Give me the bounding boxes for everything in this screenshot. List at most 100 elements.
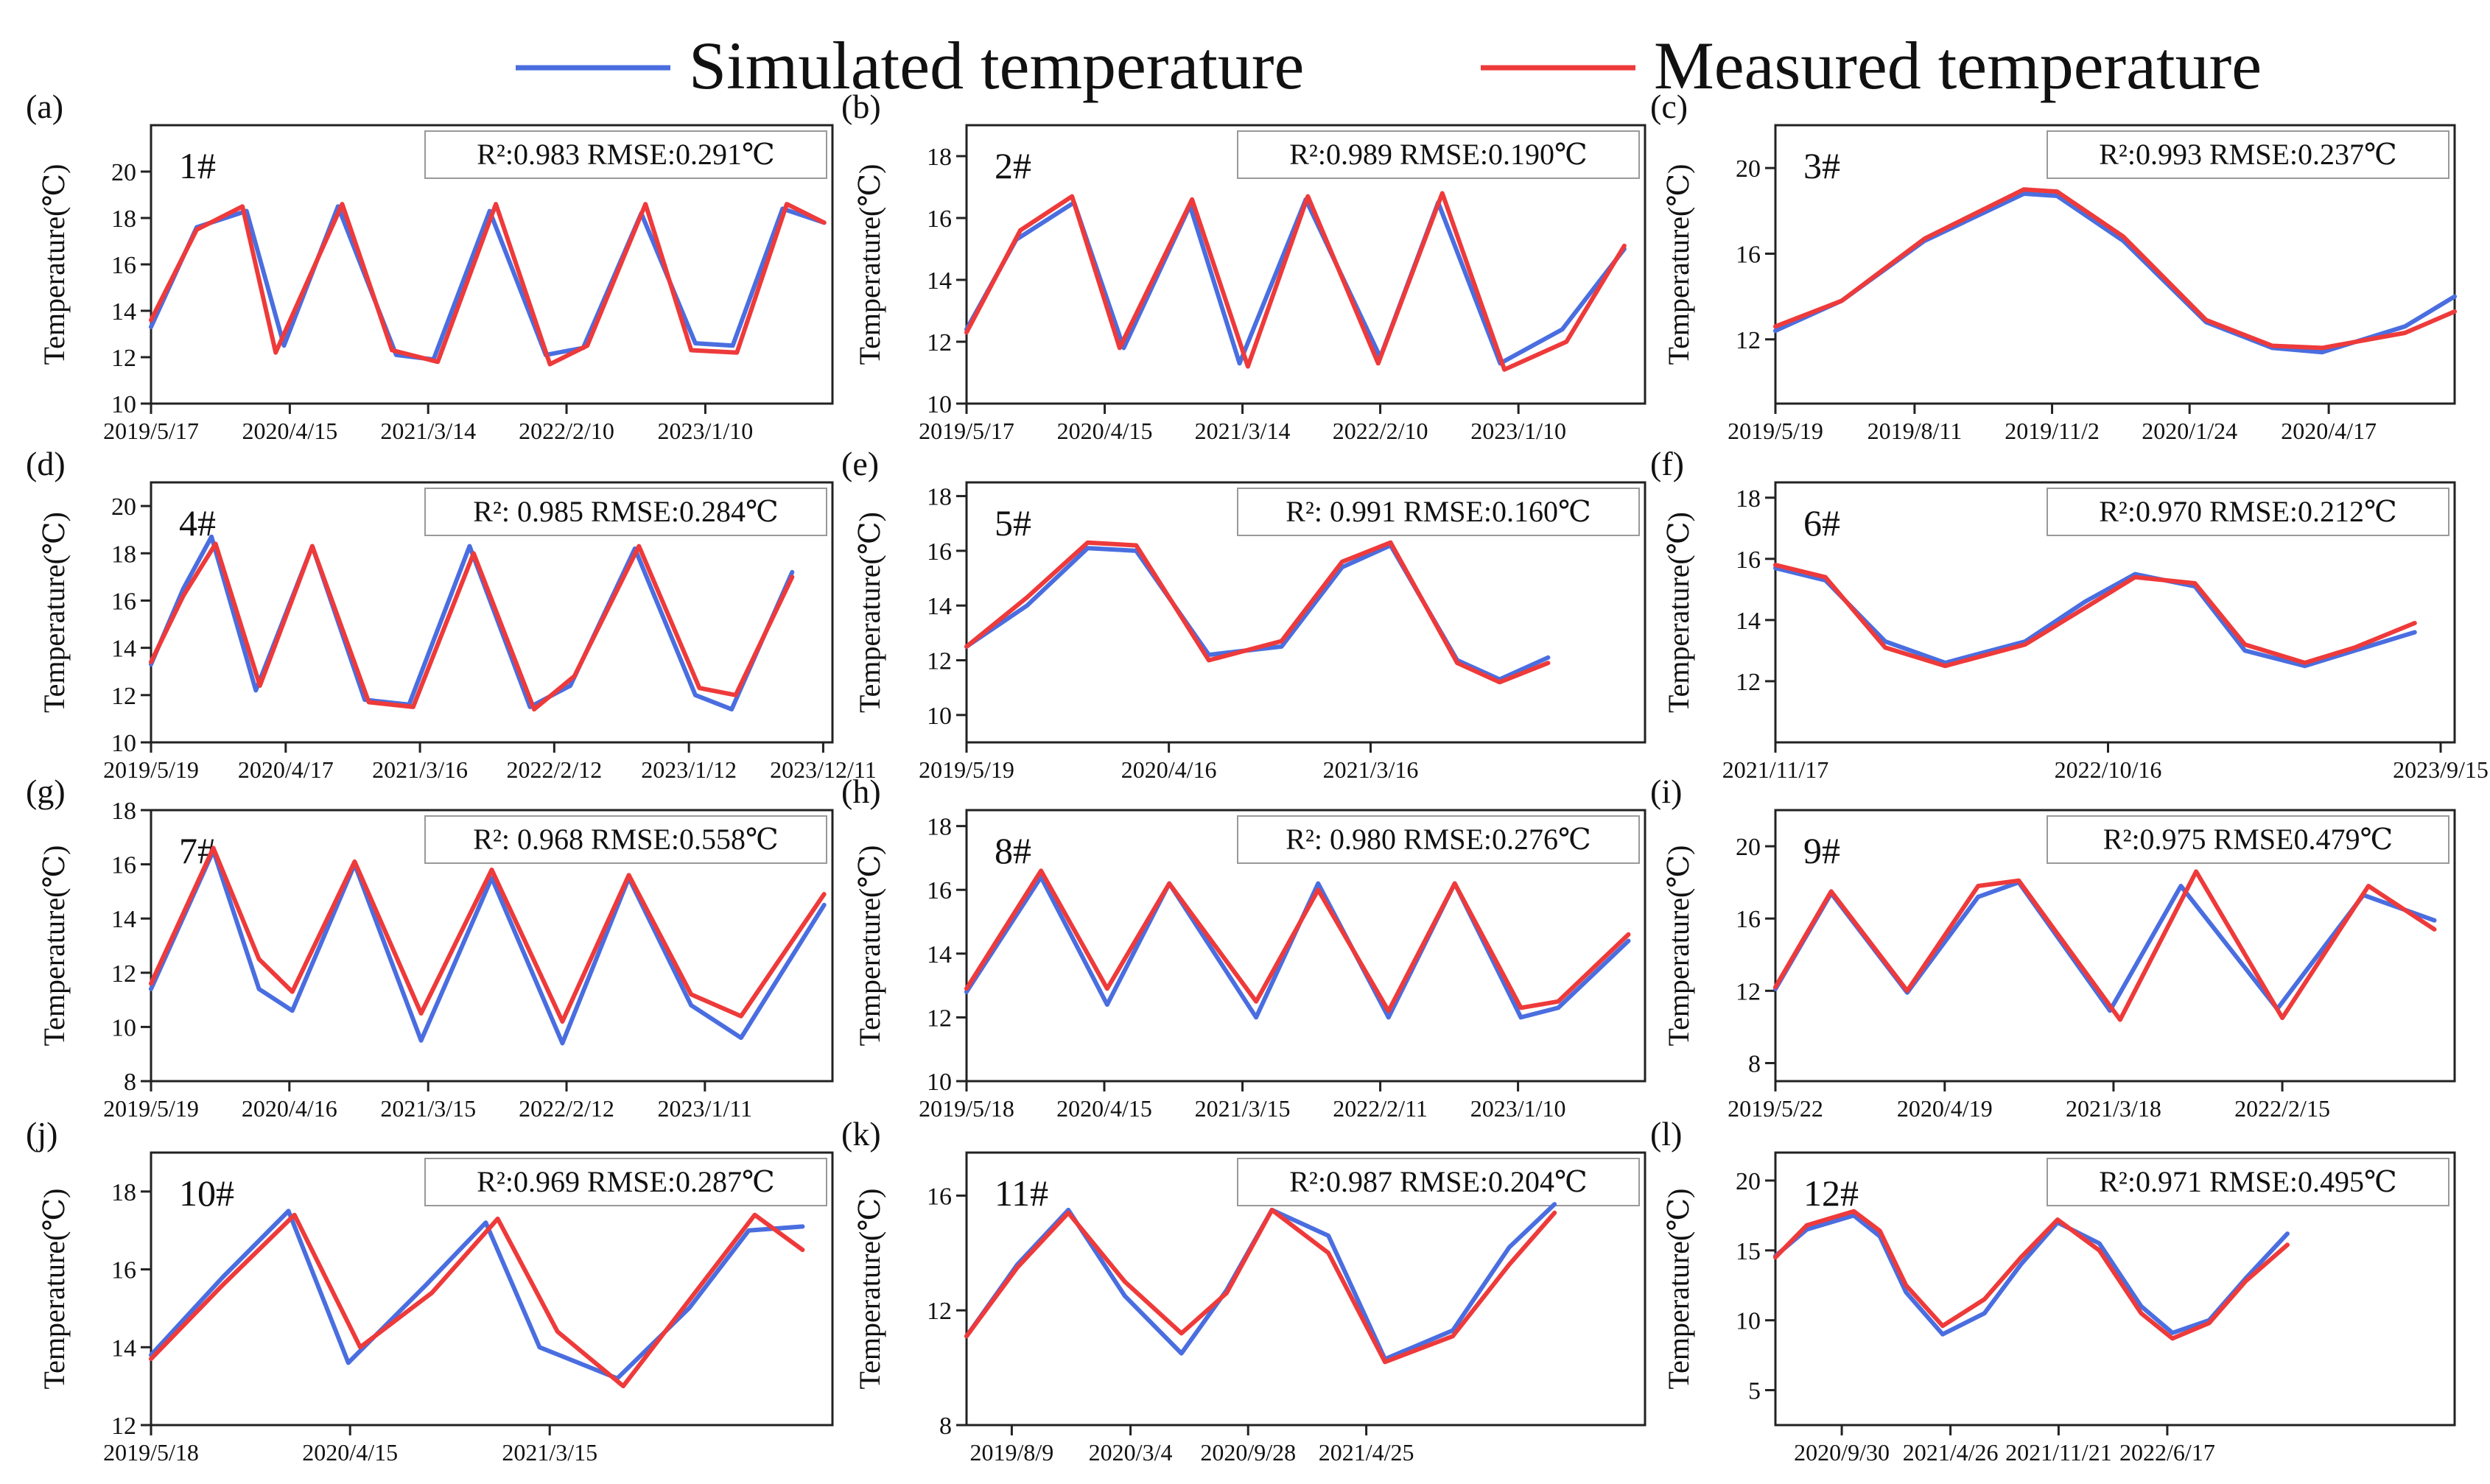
measured-series-line — [964, 868, 1631, 1013]
panel-label: (l) — [1650, 1115, 1682, 1153]
chart-panel: 5 10 15 20 2020/9/30 2021/4/26 2021/11/21 2022/… — [1650, 1115, 2456, 1466]
y-tick-label: 16 — [927, 538, 952, 566]
x-tick-label: 2023/9/15 — [2393, 756, 2489, 783]
x-tick-label: 2021/3/16 — [372, 756, 468, 783]
panel-label: (a) — [26, 88, 63, 125]
y-tick-label: 16 — [111, 252, 136, 279]
y-tick-label: 16 — [927, 877, 952, 904]
measured-series-line — [149, 541, 795, 712]
x-tick-label: 2020/4/17 — [2281, 418, 2377, 444]
y-tick-label: 20 — [111, 493, 136, 521]
well-label: 10# — [179, 1172, 234, 1214]
plot-frame — [965, 481, 1646, 744]
y-tick-label: 14 — [111, 636, 136, 663]
stats-box — [2047, 815, 2449, 864]
x-tick-label: 2019/5/19 — [919, 756, 1014, 783]
y-tick-label: 10 — [1736, 1308, 1761, 1335]
x-tick-label: 2022/2/12 — [519, 1095, 614, 1122]
stats-label: R²:0.987 RMSE:0.204℃ — [1289, 1165, 1588, 1198]
x-tick-label: 2019/8/9 — [970, 1439, 1054, 1466]
x-tick-label: 2022/2/10 — [1333, 418, 1428, 444]
y-tick-label: 14 — [927, 267, 952, 295]
panel-label: (j) — [26, 1115, 57, 1153]
legend: Simulated temperature Measured temperatu… — [516, 28, 2262, 103]
well-label: 8# — [995, 830, 1031, 871]
y-tick-label: 14 — [927, 941, 952, 968]
stats-box — [424, 1158, 827, 1206]
x-tick-label: 2019/5/18 — [103, 1439, 199, 1466]
y-tick-label: 20 — [111, 159, 136, 186]
simulated-series-line — [149, 204, 827, 362]
plot-frame — [1774, 124, 2456, 405]
x-tick-label: 2020/4/17 — [238, 756, 334, 783]
stats-label: R²: 0.980 RMSE:0.276℃ — [1286, 823, 1591, 856]
y-tick-label: 18 — [111, 798, 136, 825]
x-tick-label: 2019/5/18 — [919, 1095, 1014, 1122]
stats-box — [1237, 130, 1640, 179]
x-tick-label: 2022/10/16 — [2055, 756, 2162, 783]
measured-series-line — [964, 191, 1627, 372]
x-tick-label: 2022/2/10 — [519, 418, 614, 444]
x-tick-label: 2020/4/16 — [242, 1095, 337, 1122]
y-tick-label: 18 — [1736, 485, 1761, 513]
simulated-series-line — [964, 874, 1631, 1020]
x-tick-label: 2023/1/12 — [641, 756, 737, 783]
stats-box — [2047, 130, 2449, 179]
well-label: 3# — [1803, 145, 1840, 186]
stats-box — [2047, 488, 2449, 536]
y-tick-label: 14 — [927, 593, 952, 620]
y-tick-label: 18 — [927, 484, 952, 511]
y-tick-label: 10 — [927, 703, 952, 730]
panel-label: (k) — [841, 1115, 881, 1153]
y-axis-label: Temperature(℃) — [853, 845, 886, 1047]
chart-panel: 8 12 16 20 2019/5/22 2020/4/19 2021/3/18 2022/2… — [1650, 773, 2456, 1122]
y-tick-label: 16 — [927, 1183, 952, 1210]
measured-series-line — [964, 540, 1551, 685]
y-axis-label: Temperature(℃) — [1662, 164, 1695, 365]
simulated-series-line — [1773, 1213, 2290, 1337]
chart-panel: 8 12 16 2019/8/9 2020/3/4 2020/9/28 2021/4/25 T… — [841, 1115, 1646, 1466]
y-tick-label: 18 — [111, 1179, 136, 1206]
well-label: 6# — [1803, 502, 1840, 544]
well-label: 11# — [995, 1172, 1048, 1214]
x-tick-label: 2021/11/17 — [1722, 756, 1829, 783]
x-tick-label: 2019/11/2 — [2005, 418, 2100, 444]
y-axis-label: Temperature(℃) — [38, 1189, 71, 1390]
stats-box — [424, 488, 827, 536]
legend-label-simulated: Simulated temperature — [689, 28, 1304, 103]
panels: 10 12 14 16 18 20 2019/5/17 2020/4/15 2021/3/14 2… — [26, 88, 2489, 1466]
x-tick-label: 2019/8/11 — [1868, 418, 1963, 444]
y-tick-label: 12 — [111, 1413, 136, 1440]
y-tick-label: 16 — [1736, 546, 1761, 574]
x-tick-label: 2020/4/19 — [1897, 1095, 1993, 1122]
x-tick-label: 2021/3/15 — [380, 1095, 476, 1122]
stats-label: R²:0.970 RMSE:0.212℃ — [2099, 495, 2397, 528]
y-tick-label: 16 — [111, 852, 136, 879]
y-tick-label: 12 — [111, 683, 136, 710]
plot-frame — [965, 124, 1646, 405]
measured-series-line — [1773, 869, 2437, 1022]
chart-panel: 12 14 16 18 2021/11/17 2022/10/16 2023/9/15 Tem… — [1650, 445, 2489, 783]
chart-panel: 10 12 14 16 18 2019/5/18 2020/4/15 2021/3/15 202… — [841, 773, 1646, 1122]
panel-label: (b) — [841, 88, 881, 125]
y-tick-label: 12 — [927, 648, 952, 675]
x-tick-label: 2020/4/15 — [302, 1439, 398, 1466]
y-tick-label: 16 — [1736, 906, 1761, 933]
y-tick-label: 8 — [939, 1413, 952, 1440]
panel-label: (i) — [1650, 773, 1682, 810]
x-tick-label: 2021/3/14 — [1195, 418, 1291, 444]
y-tick-label: 12 — [1736, 327, 1761, 354]
y-axis-label: Temperature(℃) — [1662, 512, 1695, 713]
simulated-series-line — [1773, 566, 2417, 669]
y-tick-label: 5 — [1748, 1378, 1761, 1405]
stats-box — [424, 815, 827, 864]
stats-label: R²:0.989 RMSE:0.190℃ — [1289, 138, 1588, 171]
simulated-series-line — [149, 534, 795, 712]
measured-series-line — [149, 202, 827, 367]
y-tick-label: 10 — [111, 1014, 136, 1041]
y-axis-label: Temperature(℃) — [853, 164, 886, 365]
x-tick-label: 2021/3/15 — [1195, 1095, 1291, 1122]
stats-box — [424, 130, 827, 179]
well-label: 9# — [1803, 830, 1840, 871]
well-label: 1# — [179, 145, 216, 186]
